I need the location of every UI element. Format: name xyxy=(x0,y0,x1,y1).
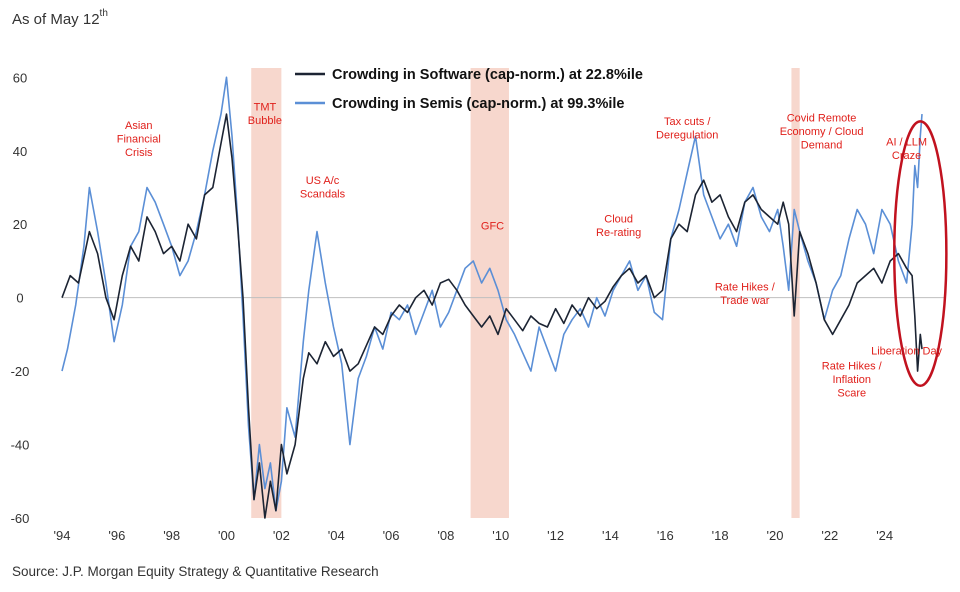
as-of-date: As of May 12th xyxy=(12,8,108,28)
legend-label-software: Crowding in Software (cap-norm.) at 22.8… xyxy=(332,67,643,83)
annotations: Asian Financial Crisis TMT Bubble US A/c Scand… xyxy=(117,101,943,399)
legend-label-semis: Crowding in Semis (cap-norm.) at 99.3%il… xyxy=(332,96,624,112)
annotation-line: US A/c xyxy=(306,175,340,187)
x-tick-label: '04 xyxy=(328,528,345,543)
y-tick-label: -40 xyxy=(11,438,30,453)
crowding-chart: 60 40 20 0 -20 -40 -60 '94 '96 '98 '00 '02 '04 '06 '0… xyxy=(11,67,948,543)
annotation-line: GFC xyxy=(481,221,504,233)
annotation-line: Liberation Day xyxy=(871,346,942,358)
annotation-label: US A/c Scandals xyxy=(300,175,346,201)
annotation-line: Bubble xyxy=(248,115,282,127)
x-tick-label: '98 xyxy=(163,528,180,543)
annotation-line: Trade war xyxy=(720,295,769,307)
annotation-line: Re-rating xyxy=(596,227,641,239)
x-tick-label: '22 xyxy=(821,528,838,543)
annotation-label: GFC xyxy=(481,221,504,233)
annotation-label: Asian Financial Crisis xyxy=(117,120,161,159)
as-of-text: As of May 12 xyxy=(12,11,100,28)
annotation-line: Covid Remote xyxy=(787,112,857,124)
shaded-period-0 xyxy=(251,68,282,518)
shaded-period-1 xyxy=(470,68,509,518)
annotation-line: Rate Hikes / xyxy=(822,360,883,372)
annotation-line: Scandals xyxy=(300,188,346,200)
annotation-label: TMT Bubble xyxy=(248,101,282,127)
annotation-label: Liberation Day xyxy=(871,346,942,358)
x-tick-label: '14 xyxy=(602,528,619,543)
series-lines xyxy=(61,76,923,519)
y-tick-label: 60 xyxy=(13,70,27,85)
annotation-line: Tax cuts / xyxy=(664,116,711,128)
y-axis: 60 40 20 0 -20 -40 -60 xyxy=(11,70,30,526)
annotation-line: Cloud xyxy=(604,213,633,225)
annotation-line: TMT xyxy=(254,101,277,113)
y-tick-label: -20 xyxy=(11,364,30,379)
series-line-semis xyxy=(61,76,923,512)
y-tick-label: 0 xyxy=(16,291,23,306)
annotation-line: Deregulation xyxy=(656,130,718,142)
x-tick-label: '02 xyxy=(273,528,290,543)
annotation-line: Crisis xyxy=(125,147,153,159)
y-tick-label: 20 xyxy=(13,217,27,232)
source-note: Source: J.P. Morgan Equity Strategy & Qu… xyxy=(12,564,379,579)
annotation-line: Craze xyxy=(892,150,921,162)
series-line-software xyxy=(61,113,923,519)
annotation-line: Inflation xyxy=(832,374,871,386)
highlight-ellipse xyxy=(893,120,948,388)
y-tick-label: 40 xyxy=(13,144,27,159)
annotation-line: Economy / Cloud xyxy=(780,126,864,138)
x-tick-label: '94 xyxy=(54,528,71,543)
legend: Crowding in Software (cap-norm.) at 22.8… xyxy=(295,67,643,112)
x-tick-label: '00 xyxy=(218,528,235,543)
x-tick-label: '08 xyxy=(437,528,454,543)
annotation-label: Tax cuts / Deregulation xyxy=(656,116,718,142)
x-tick-label: '12 xyxy=(547,528,564,543)
x-tick-label: '10 xyxy=(492,528,509,543)
y-tick-label: -60 xyxy=(11,511,30,526)
as-of-suffix: th xyxy=(99,8,108,19)
annotation-label: Covid Remote Economy / Cloud Demand xyxy=(780,112,864,151)
shaded-periods xyxy=(251,68,800,518)
annotation-line: Scare xyxy=(837,387,866,399)
x-tick-label: '16 xyxy=(657,528,674,543)
annotation-label: Rate Hikes / Inflation Scare xyxy=(822,360,883,399)
x-tick-label: '20 xyxy=(767,528,784,543)
x-tick-label: '24 xyxy=(876,528,893,543)
annotation-label: Cloud Re-rating xyxy=(596,213,641,239)
annotation-label: Rate Hikes / Trade war xyxy=(715,281,776,307)
x-tick-label: '96 xyxy=(108,528,125,543)
x-tick-label: '06 xyxy=(383,528,400,543)
annotation-line: Asian xyxy=(125,120,153,132)
annotation-line: Rate Hikes / xyxy=(715,281,776,293)
x-axis: '94 '96 '98 '00 '02 '04 '06 '08 '10 '12 '14 '16 '18 '… xyxy=(54,528,894,543)
annotation-line: Financial xyxy=(117,133,161,145)
annotation-line: Demand xyxy=(801,139,843,151)
x-tick-label: '18 xyxy=(712,528,729,543)
